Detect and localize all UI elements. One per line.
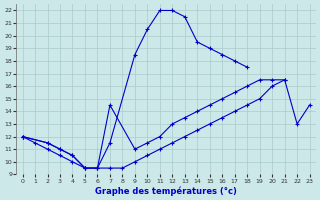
X-axis label: Graphe des températures (°c): Graphe des températures (°c) (95, 186, 237, 196)
